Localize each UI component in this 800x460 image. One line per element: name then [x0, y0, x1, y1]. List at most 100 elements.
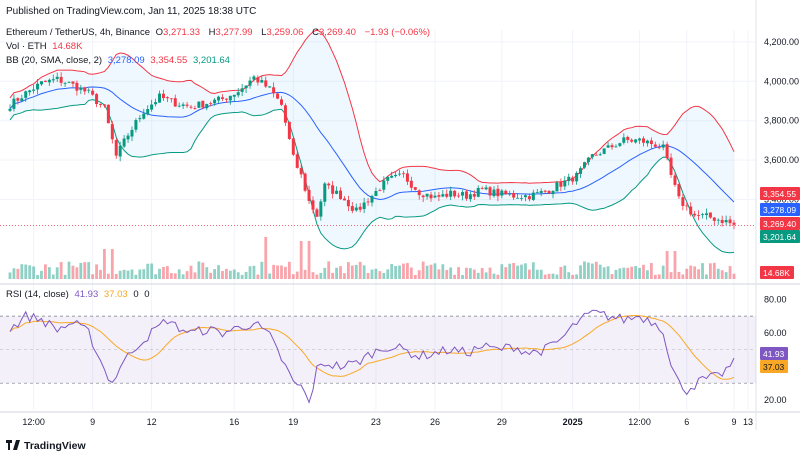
volume-bar: [55, 267, 59, 279]
candle-body: [520, 197, 524, 199]
candle-body: [437, 195, 441, 197]
time-tick-label: 29: [497, 417, 507, 427]
candle-body: [268, 86, 272, 88]
candle-body: [484, 187, 488, 190]
volume-bar: [445, 269, 449, 279]
candle-body: [610, 145, 614, 148]
candle-body: [319, 201, 323, 217]
volume-bar: [441, 264, 445, 279]
volume-bar: [232, 269, 236, 279]
candle-body: [272, 87, 276, 94]
time-tick-label: 23: [371, 417, 381, 427]
candle-body: [693, 213, 697, 216]
candle-body: [173, 98, 177, 107]
candle-body: [142, 113, 146, 119]
rsi-tick-label: 60.00: [764, 328, 787, 338]
candle-body: [689, 206, 693, 215]
candle-body: [32, 89, 36, 91]
volume-bar: [386, 269, 390, 279]
candle-body: [472, 193, 476, 197]
volume-bar: [646, 270, 649, 279]
volume-bar: [669, 272, 673, 279]
volume-bar: [126, 270, 130, 279]
candle-body: [307, 189, 311, 201]
symbol-name: Ethereum / TetherUS, 4h, Binance: [6, 27, 150, 38]
volume-bar: [260, 261, 264, 279]
volume-bar: [465, 267, 468, 279]
volume-bar: [268, 273, 272, 279]
volume-bar: [63, 274, 67, 279]
candle-body: [110, 124, 114, 140]
volume-bar: [236, 272, 240, 279]
volume-bar: [319, 272, 323, 279]
volume-bar: [705, 274, 708, 279]
candle-body: [535, 192, 539, 193]
candle-body: [16, 98, 20, 101]
candle-body: [358, 206, 362, 210]
time-tick-label: 26: [430, 417, 440, 427]
bb-lower-line: [9, 99, 735, 254]
volume-bar: [280, 265, 283, 279]
volume-bar: [496, 274, 500, 279]
volume-bar: [590, 263, 594, 279]
rsi-badge: [760, 360, 788, 373]
candle-body: [362, 202, 366, 210]
candle-body: [291, 138, 295, 155]
candle-body: [476, 187, 480, 197]
candle-body: [732, 222, 736, 225]
price-badge-label: 3,269.40: [763, 219, 796, 229]
candle-body: [567, 176, 571, 182]
candle-body: [276, 93, 280, 99]
volume-bar: [197, 261, 201, 279]
volume-bar: [213, 269, 217, 279]
candle-body: [256, 77, 260, 83]
candle-body: [122, 138, 126, 147]
volume-bar: [47, 267, 51, 279]
volume-bar: [500, 264, 504, 279]
volume-bar: [484, 272, 488, 279]
volume-bar: [185, 271, 189, 279]
volume-bar: [91, 274, 95, 279]
rsi-legend: RSI (14, close) 41.93 37.03 0 0: [6, 289, 153, 300]
volume-bar: [642, 264, 645, 279]
volume-bar: [150, 263, 154, 279]
candle-body: [335, 190, 339, 194]
volume-badge-label: 14.68K: [763, 268, 790, 278]
volume-bar: [453, 274, 457, 279]
bb-upper-value: 3,354.55: [150, 55, 188, 66]
volume-bar: [724, 272, 728, 279]
candle-body: [39, 81, 43, 85]
candle-body: [205, 104, 209, 109]
candle-body: [126, 135, 130, 140]
volume-bar: [712, 262, 716, 279]
candle-body: [181, 104, 185, 106]
candle-body: [150, 104, 154, 110]
volume-bar: [264, 237, 268, 279]
volume-bar: [44, 264, 47, 279]
candle-body: [130, 129, 134, 137]
volume-bar: [555, 274, 559, 279]
candle-body: [118, 145, 122, 157]
volume-bar: [87, 262, 91, 279]
candle-body: [161, 93, 165, 99]
volume-bar: [99, 269, 102, 279]
volume-bar: [382, 272, 386, 279]
rsi-badge: [760, 347, 788, 360]
volume-bar: [638, 267, 641, 279]
volume-bar: [138, 269, 142, 279]
volume-bar: [83, 262, 87, 279]
volume-bar: [28, 265, 32, 279]
candle-body: [327, 183, 331, 186]
rsi-badge-label: 37.03: [763, 362, 785, 372]
candle-body: [280, 99, 283, 105]
price-tick-label: 4,200.00: [764, 37, 799, 47]
rsi-tick-label: 20.00: [764, 395, 787, 405]
candle-body: [374, 191, 378, 197]
volume-bar: [626, 267, 630, 279]
candle-body: [527, 196, 531, 200]
candle-body: [630, 139, 634, 142]
candle-body: [480, 188, 484, 189]
candle-body: [95, 94, 99, 104]
candle-body: [421, 195, 425, 198]
